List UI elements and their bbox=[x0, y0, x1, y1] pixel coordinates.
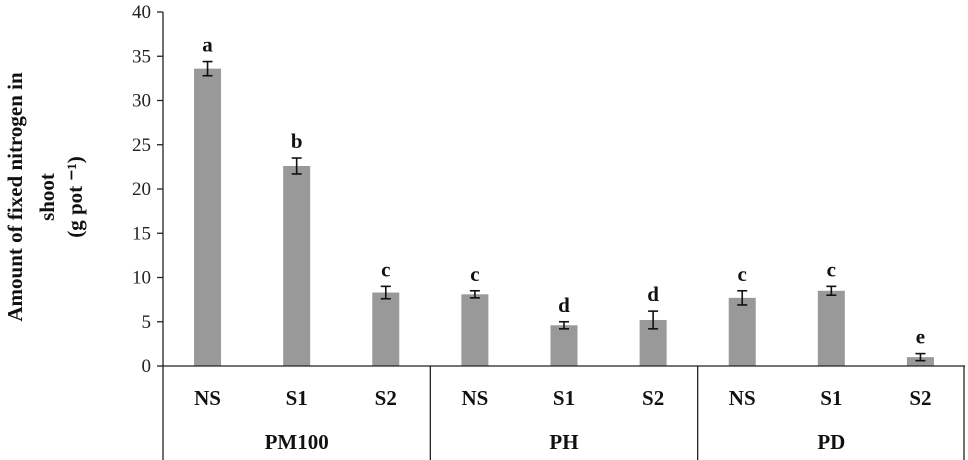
bar-pm100-ns bbox=[194, 68, 222, 366]
y-tick-label: 25 bbox=[132, 135, 151, 156]
significance-letter: d bbox=[558, 293, 570, 317]
bars: a b c c d d c c e bbox=[194, 33, 934, 366]
bar-pd-ns bbox=[728, 297, 756, 366]
y-tick-label: 0 bbox=[142, 356, 152, 377]
significance-letter: c bbox=[827, 257, 836, 281]
x-group-label: PH bbox=[549, 430, 578, 454]
x-category-label: NS bbox=[729, 386, 756, 410]
y-axis-title-line: (g pot ⁻¹) bbox=[63, 156, 87, 238]
significance-letter: e bbox=[916, 325, 925, 349]
y-tick-label: 20 bbox=[132, 179, 151, 200]
x-category-label: NS bbox=[194, 386, 221, 410]
x-category-label: S1 bbox=[820, 386, 842, 410]
y-axis: 0 5 10 15 20 25 30 35 40 bbox=[132, 2, 164, 377]
y-tick-label: 10 bbox=[132, 268, 151, 289]
y-tick-label: 30 bbox=[132, 91, 151, 112]
y-tick-label: 5 bbox=[142, 312, 152, 333]
significance-letter: c bbox=[470, 262, 479, 286]
x-category-label: S1 bbox=[553, 386, 575, 410]
bar-pm100-s1 bbox=[283, 165, 311, 366]
x-category-label: S2 bbox=[375, 386, 397, 410]
x-group-label: PD bbox=[817, 430, 845, 454]
y-axis-title-line: shoot bbox=[35, 173, 59, 221]
bar-pd-s1 bbox=[817, 290, 845, 366]
y-axis-title: Amount of fixed nitrogen in shoot (g pot ⁻… bbox=[3, 72, 87, 322]
y-axis-title-line: Amount of fixed nitrogen in bbox=[3, 72, 27, 322]
x-category-label: S2 bbox=[642, 386, 664, 410]
y-tick-label: 15 bbox=[132, 223, 151, 244]
y-tick-label: 35 bbox=[132, 46, 151, 67]
x-axis: NS S1 S2 PM100 NS S1 S2 PH NS S1 S2 PD bbox=[162, 365, 965, 460]
x-category-label: S1 bbox=[286, 386, 308, 410]
significance-letter: b bbox=[291, 129, 303, 153]
x-category-label: NS bbox=[461, 386, 488, 410]
y-tick-label: 40 bbox=[132, 2, 151, 23]
x-category-label: S2 bbox=[909, 386, 931, 410]
significance-letter: c bbox=[738, 262, 747, 286]
x-group-label: PM100 bbox=[265, 430, 329, 454]
significance-letter: c bbox=[381, 257, 390, 281]
significance-letter: d bbox=[647, 282, 659, 306]
bar-ph-ns bbox=[461, 294, 489, 366]
bar-pd-s2 bbox=[906, 357, 934, 366]
significance-letter: a bbox=[202, 33, 213, 57]
bar-ph-s1 bbox=[550, 325, 578, 366]
bar-pm100-s2 bbox=[372, 292, 400, 366]
